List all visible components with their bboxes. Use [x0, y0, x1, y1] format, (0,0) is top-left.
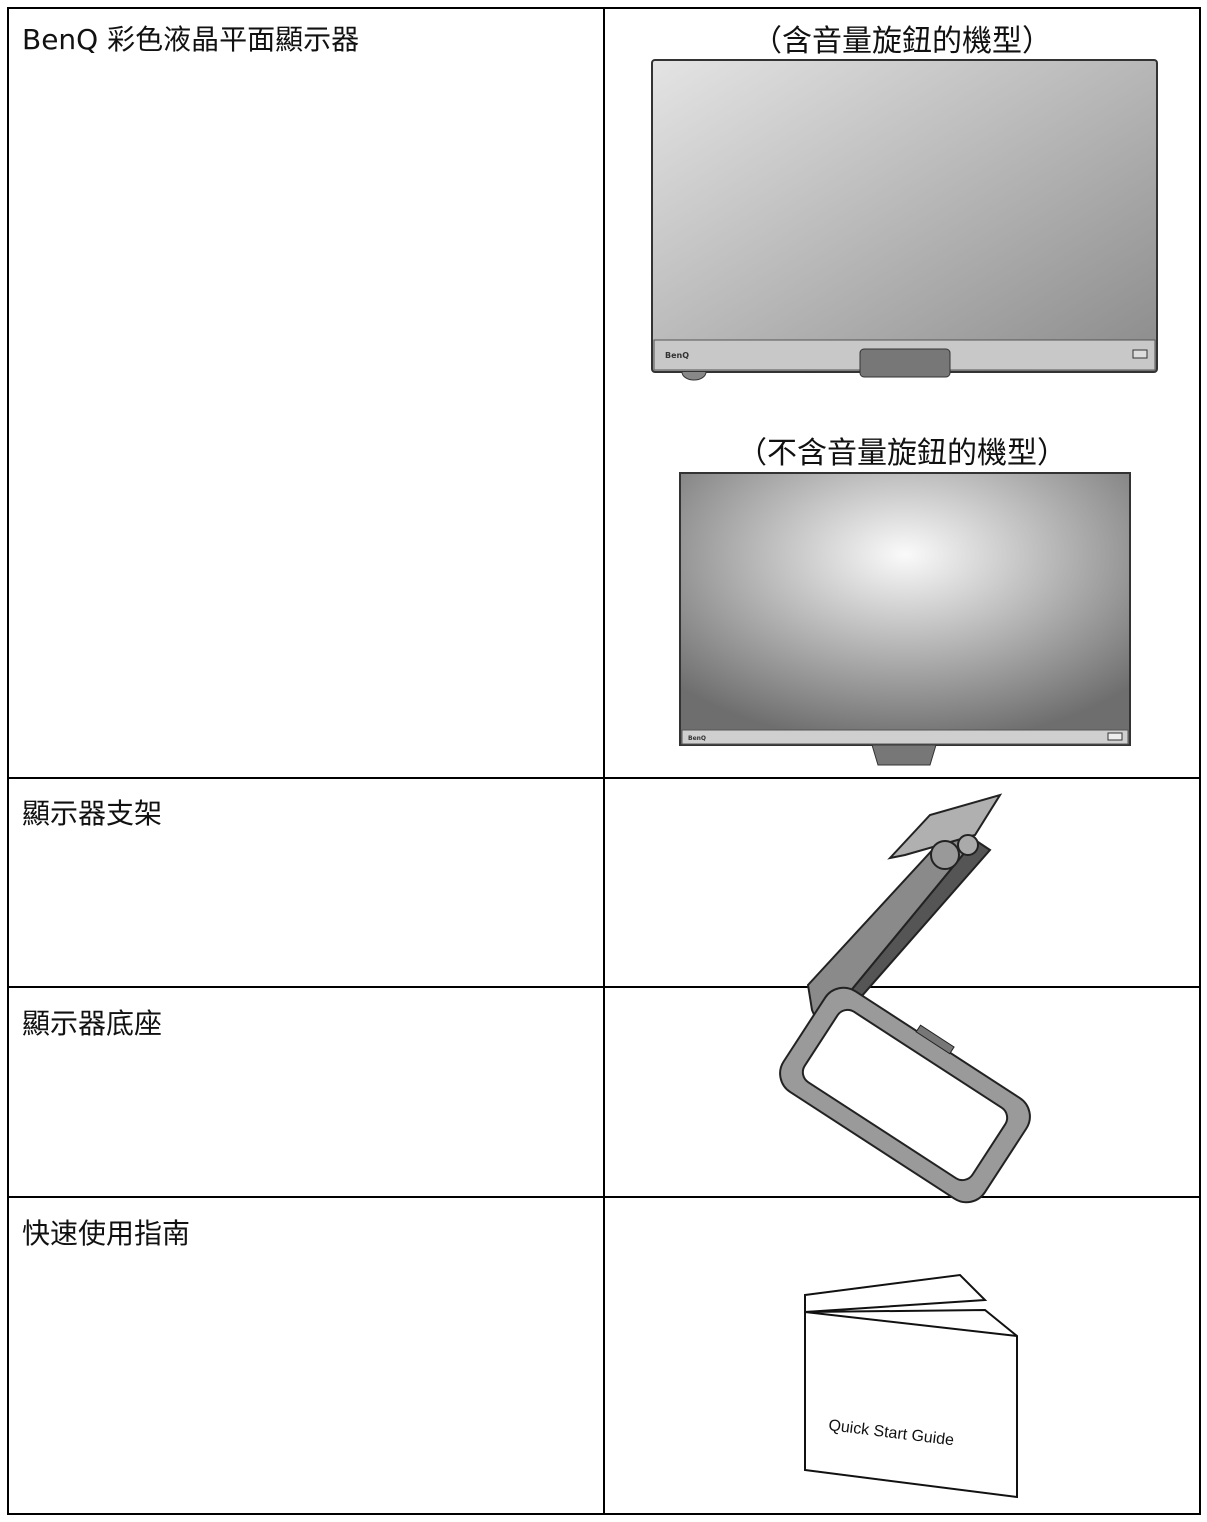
item-label: 快速使用指南 [22, 1217, 191, 1250]
image-caption: （含音量旋鈕的機型） [752, 24, 1052, 59]
monitor-without-knob: BenQ [679, 472, 1131, 766]
item-label: BenQ 彩色液晶平面顯示器 [22, 23, 360, 56]
stand-base [779, 986, 1031, 1204]
quick-start-guide: Quick Start Guide [804, 1273, 1018, 1499]
monitor-with-knob: BenQ [651, 59, 1158, 381]
item-label: 顯示器支架 [22, 797, 163, 830]
image-caption: （不含音量旋鈕的機型） [737, 436, 1067, 471]
monitor-logo: BenQ [665, 351, 689, 360]
stand-arm [806, 793, 1003, 1032]
item-label: 顯示器底座 [22, 1007, 163, 1040]
monitor-logo: BenQ [688, 735, 706, 742]
table-lines [7, 7, 1201, 1515]
